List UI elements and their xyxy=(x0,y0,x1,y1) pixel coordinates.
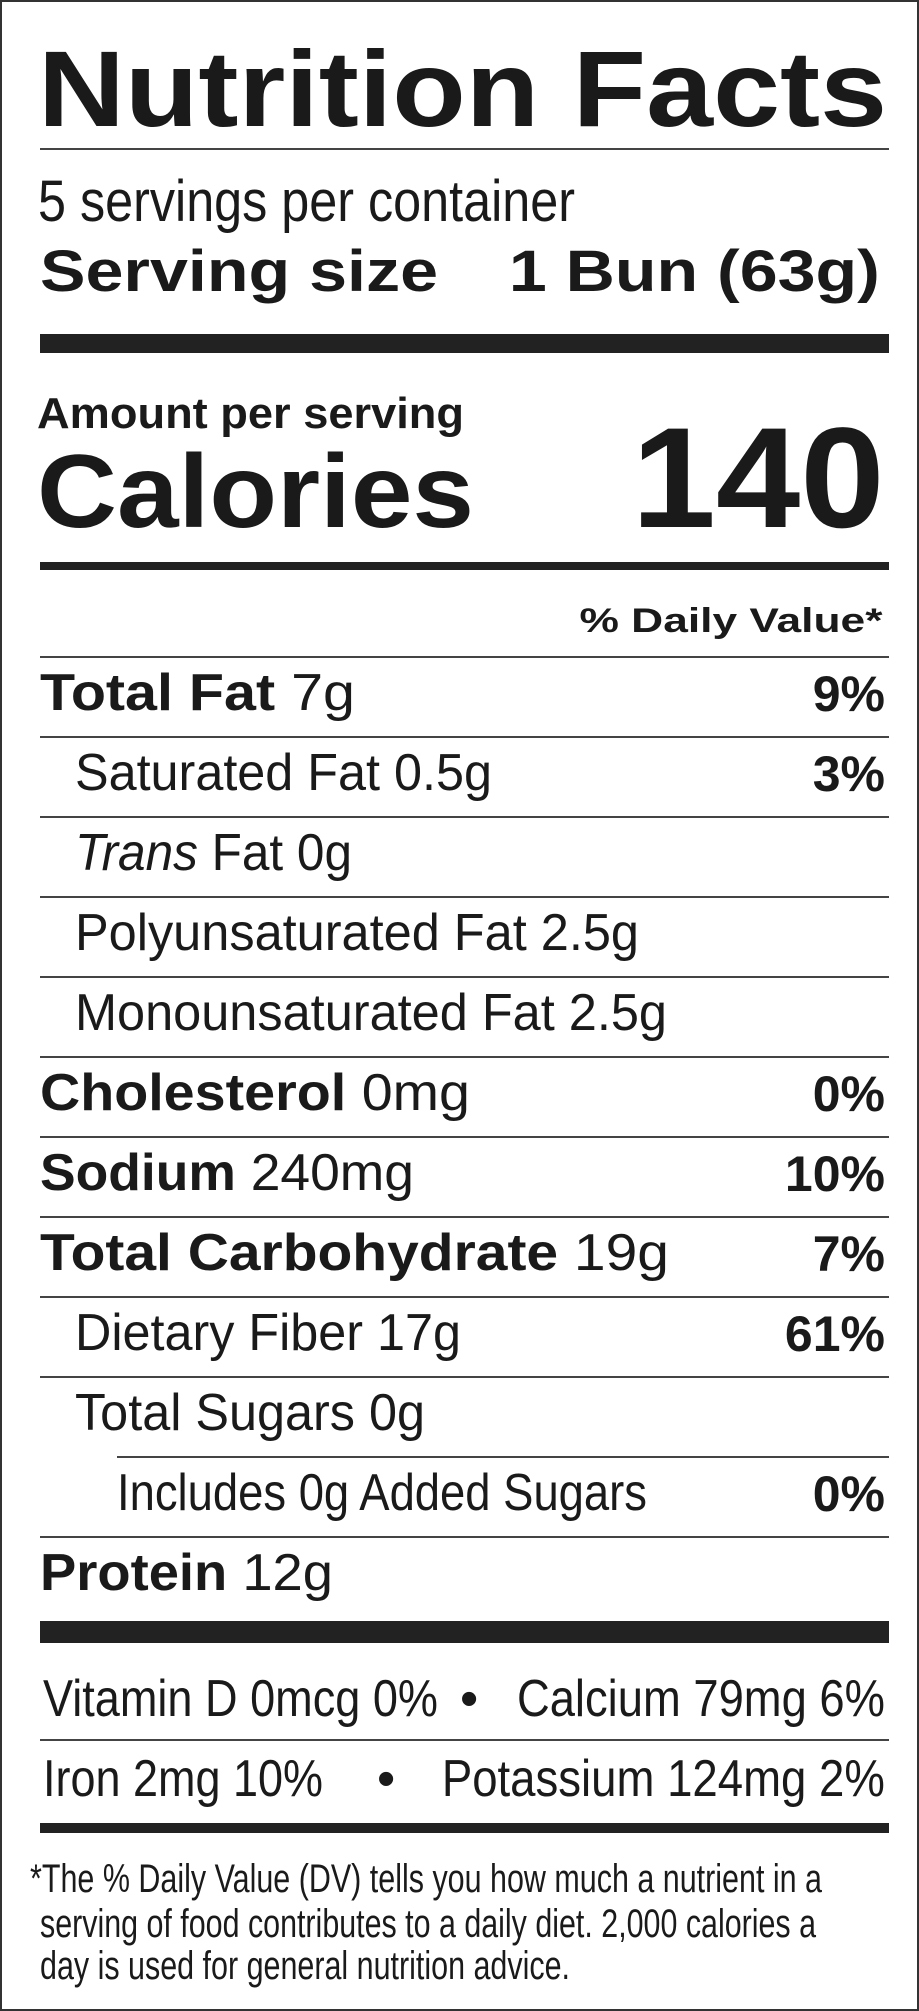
nutrient-sodium: Sodium 240mg xyxy=(40,1144,414,1202)
dv-saturated-fat: 3% xyxy=(812,746,885,802)
divider xyxy=(40,976,889,978)
nutrient-dietary-fiber: Dietary Fiber 17g xyxy=(75,1304,461,1362)
nutrient-total-fat: Total Fat 7g xyxy=(40,664,356,722)
dv-added-sugars: 0% xyxy=(812,1466,885,1522)
divider xyxy=(40,1296,889,1298)
serving-size-label: Serving size xyxy=(40,239,438,304)
divider xyxy=(40,1376,889,1378)
medium-divider xyxy=(40,1823,889,1833)
nutrient-added-sugars: Includes 0g Added Sugars xyxy=(117,1464,647,1522)
divider xyxy=(40,896,889,898)
thick-divider xyxy=(40,334,889,353)
serving-size-value: 1 Bun (63g) xyxy=(509,239,880,304)
nutrient-polyunsaturated-fat: Polyunsaturated Fat 2.5g xyxy=(75,904,639,962)
nutrient-total-sugars: Total Sugars 0g xyxy=(75,1384,425,1442)
amount-per-serving: Amount per serving xyxy=(37,389,464,438)
divider xyxy=(40,148,889,150)
daily-value-header: % Daily Value* xyxy=(579,602,882,640)
divider xyxy=(40,1536,889,1538)
divider xyxy=(117,1456,889,1458)
label-title: Nutrition Facts xyxy=(38,28,887,149)
vitamin-d: Vitamin D 0mcg 0% xyxy=(43,1670,438,1728)
dv-cholesterol: 0% xyxy=(812,1066,885,1122)
divider xyxy=(40,1056,889,1058)
footnote-line: *The % Daily Value (DV) tells you how mu… xyxy=(30,1857,822,1901)
divider xyxy=(40,656,889,658)
nutrient-cholesterol: Cholesterol 0mg xyxy=(40,1064,470,1122)
divider xyxy=(40,1216,889,1218)
dv-dietary-fiber: 61% xyxy=(784,1306,885,1362)
footnote-line: day is used for general nutrition advice… xyxy=(40,1944,570,1988)
dv-total-carbohydrate: 7% xyxy=(812,1226,885,1282)
divider xyxy=(40,1136,889,1138)
iron: Iron 2mg 10% xyxy=(43,1750,323,1808)
potassium: Potassium 124mg 2% xyxy=(442,1750,885,1808)
servings-per-container: 5 servings per container xyxy=(38,169,575,234)
bullet-separator: • xyxy=(377,1750,396,1808)
nutrient-trans-fat: Trans Fat 0g xyxy=(75,824,352,882)
medium-divider xyxy=(40,562,889,570)
thick-divider xyxy=(40,1621,889,1643)
calories-label: Calories xyxy=(37,434,474,550)
nutrient-monounsaturated-fat: Monounsaturated Fat 2.5g xyxy=(75,984,667,1042)
dv-sodium: 10% xyxy=(784,1146,885,1202)
divider xyxy=(40,1739,889,1741)
calories-value: 140 xyxy=(632,399,885,558)
divider xyxy=(40,736,889,738)
calcium: Calcium 79mg 6% xyxy=(517,1670,885,1728)
footnote-line: serving of food contributes to a daily d… xyxy=(40,1902,816,1946)
nutrient-total-carbohydrate: Total Carbohydrate 19g xyxy=(40,1224,669,1282)
dv-total-fat: 9% xyxy=(812,666,885,722)
nutrient-saturated-fat: Saturated Fat 0.5g xyxy=(75,744,492,802)
bullet-separator: • xyxy=(460,1670,479,1728)
divider xyxy=(40,816,889,818)
nutrient-protein: Protein 12g xyxy=(40,1544,333,1602)
